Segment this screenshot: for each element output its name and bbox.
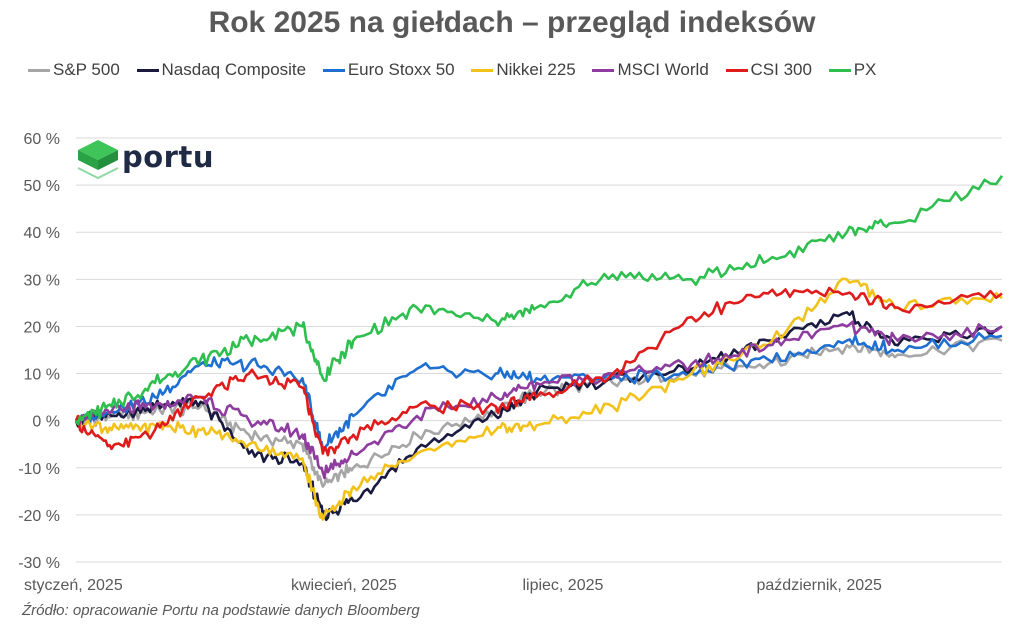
legend-swatch (322, 69, 345, 73)
legend-label: CSI 300 (750, 60, 812, 79)
legend-swatch (136, 69, 159, 73)
y-tick-label: -10 % (18, 461, 60, 478)
legend-item-csi: CSI 300 (725, 60, 812, 80)
y-tick-label: 50 % (24, 178, 60, 195)
x-tick-label: styczeń, 2025 (24, 577, 123, 594)
legend-swatch (471, 69, 494, 73)
chart-title: Rok 2025 na giełdach – przegląd indeksów (208, 6, 816, 39)
legend-item-px: PX (828, 60, 877, 80)
legend-item-nasdaq: Nasdaq Composite (136, 60, 307, 80)
legend-swatch (28, 69, 50, 73)
legend-swatch (725, 69, 748, 73)
series-line-euro-stoxx-50 (75, 331, 1003, 452)
x-tick-label: lipiec, 2025 (522, 577, 603, 594)
series-line-nikkei-225 (74, 277, 1003, 521)
y-tick-label: 20 % (24, 319, 60, 336)
legend-item-sp500: S&P 500 (28, 60, 120, 80)
legend-item-eurostoxx: Euro Stoxx 50 (322, 60, 455, 80)
legend-item-msci: MSCI World (592, 60, 709, 80)
y-tick-label: 40 % (24, 225, 60, 242)
y-tick-label: -20 % (18, 508, 60, 525)
legend-label: Euro Stoxx 50 (347, 60, 455, 79)
legend-swatch (592, 69, 615, 73)
logo-text: portu (122, 140, 214, 174)
portu-logo: portu (76, 138, 226, 186)
legend-swatch (828, 69, 851, 73)
y-tick-label: 0 % (32, 414, 60, 431)
y-tick-label: 30 % (24, 272, 60, 289)
legend-label: Nasdaq Composite (161, 60, 307, 79)
series-line-s-p-500 (74, 336, 1003, 488)
legend-label: MSCI World (617, 60, 709, 79)
legend-label: S&P 500 (53, 60, 120, 79)
x-tick-label: kwiecień, 2025 (291, 577, 397, 594)
x-tick-label: październik, 2025 (757, 577, 883, 594)
source-note: Źródło: opracowanie Portu na podstawie d… (22, 602, 420, 619)
series-line-csi-300 (74, 286, 1003, 457)
series-line-px (74, 174, 1004, 426)
series-line-msci-world (75, 320, 1003, 480)
green-cube-logo-icon (77, 140, 119, 180)
y-tick-label: 10 % (24, 367, 60, 384)
line-chart: -30 % -20 % -10 % 0 % 10 % 20 % 30 % 40 % 50 % 60… (18, 131, 1004, 594)
legend-item-nikkei: Nikkei 225 (471, 60, 576, 80)
legend-label: Nikkei 225 (496, 60, 576, 79)
legend-label: PX (853, 60, 877, 79)
chart-legend: S&P 500 Nasdaq Composite Euro Stoxx 50 N… (28, 60, 1024, 80)
y-tick-label: 60 % (24, 131, 60, 148)
y-tick-label: -30 % (18, 555, 60, 572)
